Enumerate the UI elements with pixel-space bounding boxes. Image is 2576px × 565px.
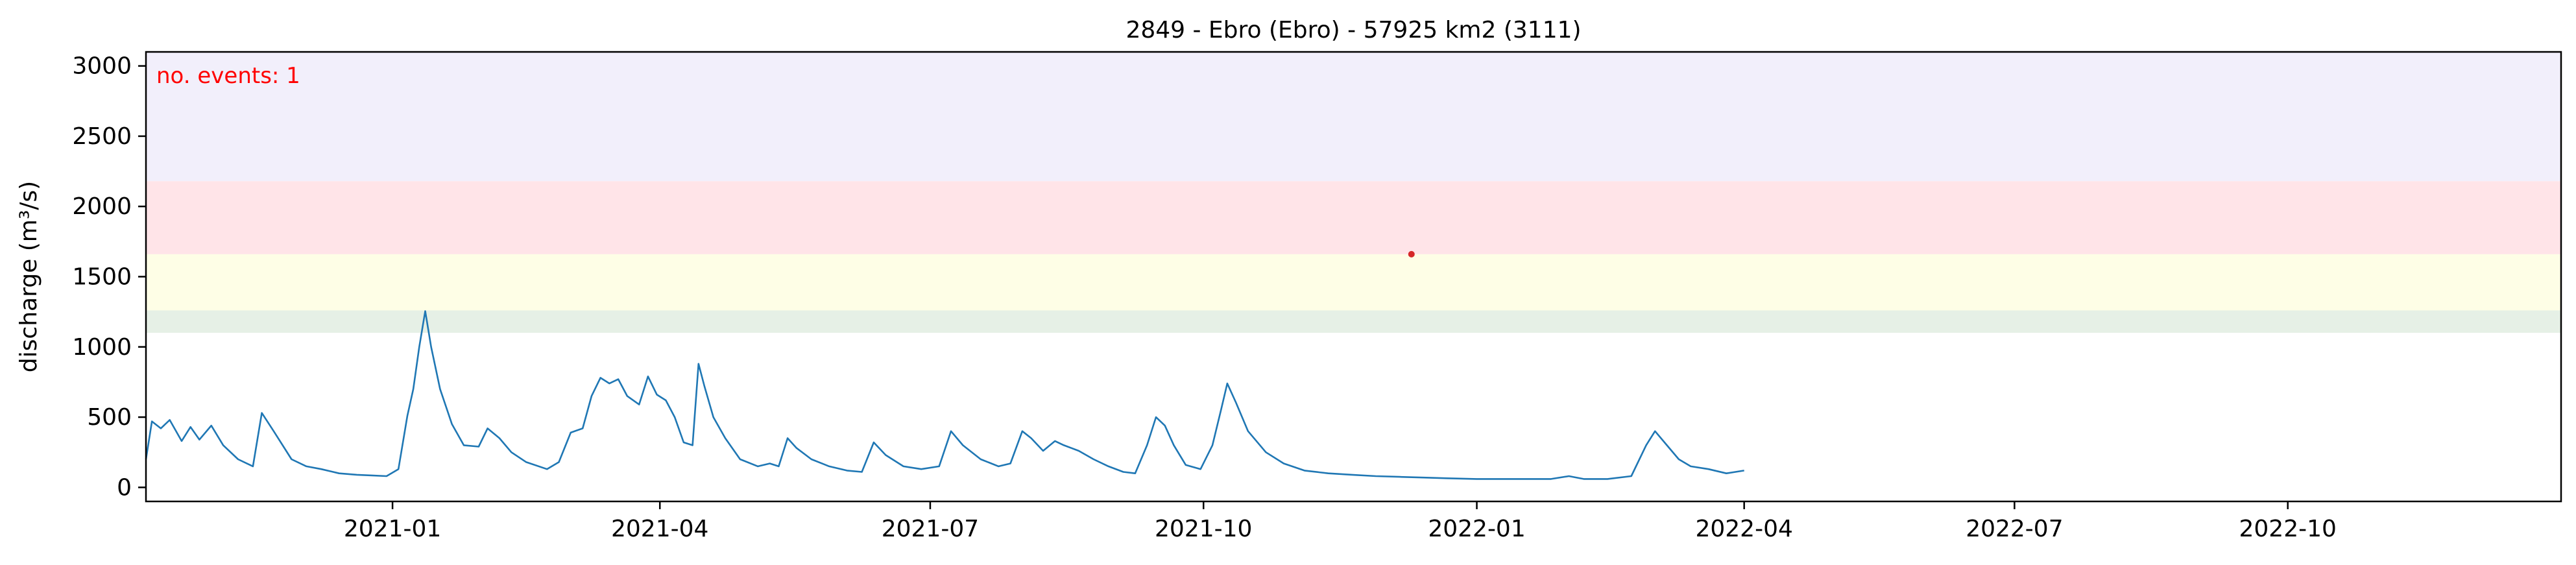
event-point-0 xyxy=(1408,250,1415,258)
x-tick-label-2021-07: 2021-07 xyxy=(882,516,979,542)
events-annotation: no. events: 1 xyxy=(156,63,300,89)
x-axis: 2021-01 2021-04 2021-07 2021-10 2022-01 2022-… xyxy=(344,501,2337,542)
x-tick-label-2022-10: 2022-10 xyxy=(2239,516,2336,542)
series-layer xyxy=(145,310,1744,480)
threshold-band-2 xyxy=(146,181,2561,254)
y-axis-label: discharge (m³/s) xyxy=(16,181,42,372)
x-tick-label-2022-04: 2022-04 xyxy=(1695,516,1792,542)
threshold-band-3 xyxy=(146,52,2561,182)
x-tick-label-2022-01: 2022-01 xyxy=(1428,516,1525,542)
x-tick-label-2021-01: 2021-01 xyxy=(344,516,441,542)
threshold-bands xyxy=(146,52,2561,333)
y-axis: 0 500 1000 1500 2000 2500 3000 xyxy=(72,53,146,501)
threshold-band-0 xyxy=(146,310,2561,333)
y-tick-label-3000: 3000 xyxy=(72,53,132,80)
x-tick-label-2021-04: 2021-04 xyxy=(611,516,708,542)
y-tick-label-1500: 1500 xyxy=(72,264,132,291)
y-tick-label-500: 500 xyxy=(87,404,132,431)
y-tick-label-0: 0 xyxy=(117,474,132,501)
y-tick-label-2000: 2000 xyxy=(72,193,132,220)
threshold-band-1 xyxy=(146,254,2561,311)
series-line-0 xyxy=(145,310,1744,480)
x-tick-label-2022-07: 2022-07 xyxy=(1966,516,2063,542)
chart-title: 2849 - Ebro (Ebro) - 57925 km2 (3111) xyxy=(1125,17,1581,43)
event-markers xyxy=(1408,250,1415,258)
y-tick-label-1000: 1000 xyxy=(72,334,132,361)
y-tick-label-2500: 2500 xyxy=(72,123,132,150)
x-tick-label-2021-10: 2021-10 xyxy=(1155,516,1252,542)
